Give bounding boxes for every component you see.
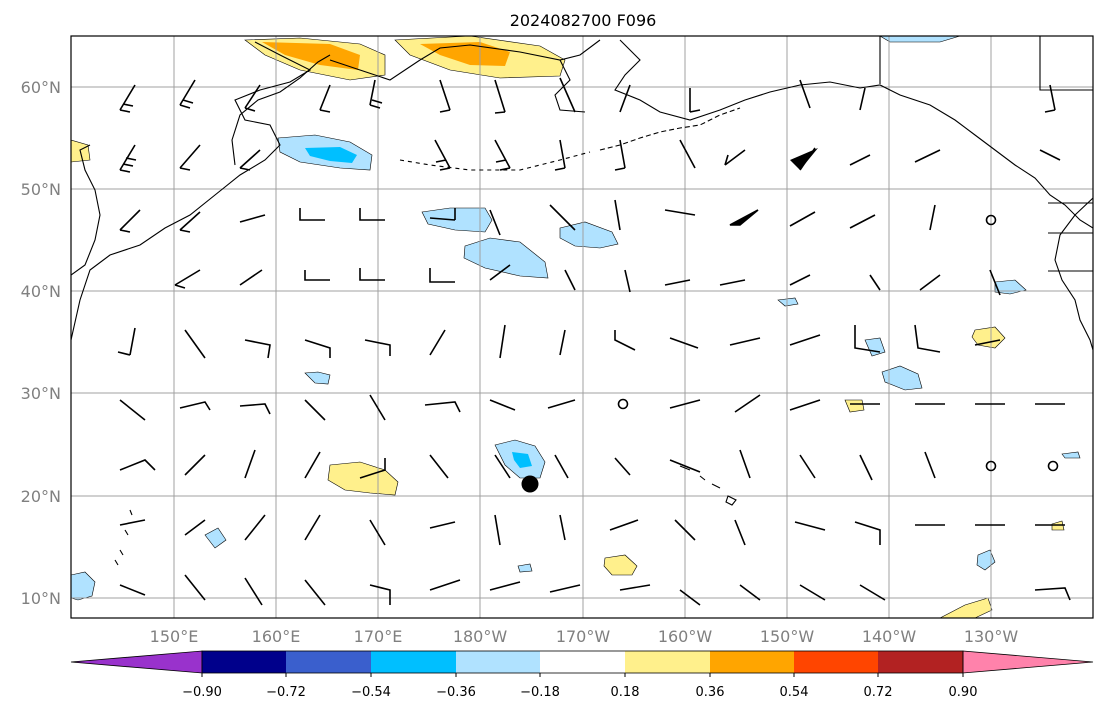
lon-label: 140°W	[862, 627, 917, 646]
negative-anomaly-patch	[204, 527, 227, 549]
latitude-labels: 60°N 50°N 40°N 30°N 20°N 10°N	[21, 78, 61, 608]
map-frame	[70, 35, 1094, 619]
positive-anomaly-patch	[971, 326, 1006, 349]
kamchatka-coast	[231, 54, 331, 166]
positive-anomaly-patch	[939, 597, 993, 618]
siberia-coast	[329, 39, 601, 81]
colorbar-tick-label: 0.36	[696, 685, 725, 700]
lat-label: 10°N	[21, 589, 61, 608]
lon-label: 170°W	[556, 627, 611, 646]
north-america-coast	[1054, 197, 1093, 351]
lat-label: 30°N	[21, 384, 61, 403]
negative-anomaly-patch	[304, 371, 331, 385]
negative-anomaly-patch	[1061, 451, 1081, 459]
colorbar-segment	[286, 651, 371, 673]
colorbar-segment	[540, 651, 625, 673]
lon-label: 160°W	[658, 627, 713, 646]
anomaly-shading	[71, 36, 1081, 618]
colorbar-tick-label: −0.18	[520, 685, 560, 700]
colorbar-segment	[625, 651, 710, 673]
figure-title: 2024082700 F096	[510, 11, 657, 30]
negative-anomaly-patch	[421, 207, 493, 233]
alaska-coast	[614, 39, 1093, 229]
pacific-islets	[114, 509, 133, 566]
lat-label: 60°N	[21, 78, 61, 97]
colorbar-segment	[878, 651, 963, 673]
colorbar-segment	[794, 651, 878, 673]
positive-anomaly-patch	[844, 399, 865, 413]
colorbar: −0.90 −0.72 −0.54 −0.36 −0.18 0.18 0.36 0.54 0.7…	[70, 650, 1094, 700]
positive-anomaly-core	[262, 42, 360, 70]
lat-label: 50°N	[21, 180, 61, 199]
chukotka-coast	[554, 59, 586, 113]
colorbar-segment	[710, 651, 794, 673]
colorbar-tick-label: −0.36	[436, 685, 476, 700]
canada-border	[879, 36, 1093, 272]
japan-coast	[71, 144, 101, 276]
colorbar-tick-label: −0.54	[351, 685, 391, 700]
aleutian-chain	[599, 107, 741, 151]
colorbar-segment	[202, 651, 286, 673]
colorbar-tick-label: 0.90	[949, 685, 978, 700]
negative-anomaly-patch	[879, 36, 961, 43]
lon-label: 130°W	[964, 627, 1019, 646]
negative-anomaly-patch	[881, 365, 923, 391]
lon-label: 150°W	[760, 627, 815, 646]
negative-anomaly-core	[512, 452, 532, 468]
positive-anomaly-patch	[603, 554, 638, 576]
colorbar-segment	[456, 651, 540, 673]
negative-anomaly-patch	[71, 571, 96, 601]
lat-label: 40°N	[21, 282, 61, 301]
lat-label: 20°N	[21, 487, 61, 506]
negative-anomaly-core	[305, 147, 357, 163]
longitude-labels: 150°E 160°E 170°E 180°W 170°W 160°W 150°…	[150, 627, 1019, 646]
graticule	[71, 36, 1093, 618]
colorbar-extend-low	[70, 650, 203, 674]
colorbar-frame	[201, 650, 964, 674]
negative-anomaly-patch	[463, 237, 549, 279]
coastlines	[71, 36, 1093, 566]
colorbar-tick-label: 0.18	[611, 685, 640, 700]
colorbar-tick-label: −0.72	[266, 685, 306, 700]
negative-anomaly-patch	[517, 563, 533, 573]
storm-center-marker	[521, 475, 539, 493]
hawaii-islands	[679, 465, 737, 506]
wind-barbs	[117, 77, 1071, 606]
positive-anomaly-patch	[327, 461, 399, 496]
colorbar-extend-high	[962, 650, 1094, 674]
lon-label: 170°E	[354, 627, 403, 646]
colorbar-tick-label: 0.54	[780, 685, 809, 700]
aleutian-west	[399, 151, 591, 171]
colorbar-segment	[371, 651, 456, 673]
asia-coast	[71, 41, 312, 341]
colorbar-tick-label: 0.72	[864, 685, 893, 700]
pennant-barb	[790, 148, 818, 170]
lon-label: 160°E	[252, 627, 301, 646]
negative-anomaly-patch	[777, 297, 799, 307]
colorbar-tick-label: −0.90	[182, 685, 222, 700]
lon-label: 150°E	[150, 627, 199, 646]
map-panel	[71, 36, 1093, 618]
lon-label: 180°W	[453, 627, 508, 646]
